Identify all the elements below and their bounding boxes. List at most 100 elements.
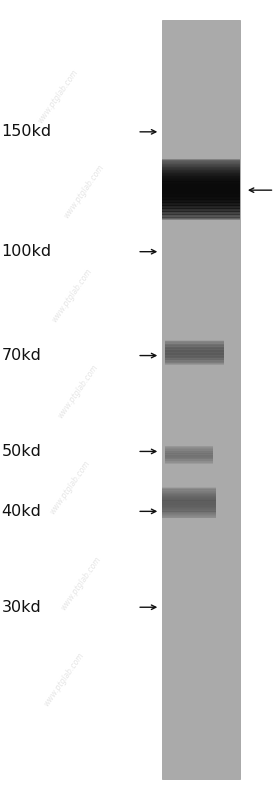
- Bar: [165, 458, 213, 459]
- Bar: [162, 188, 240, 189]
- Bar: [162, 509, 216, 510]
- Bar: [162, 183, 240, 185]
- Bar: [165, 462, 213, 463]
- Bar: [165, 461, 213, 462]
- Bar: [162, 165, 240, 167]
- Bar: [165, 451, 213, 452]
- Text: www.ptglab.com: www.ptglab.com: [36, 67, 80, 125]
- Bar: [165, 360, 224, 362]
- Bar: [165, 359, 224, 360]
- Bar: [165, 447, 213, 449]
- Bar: [162, 206, 240, 208]
- Bar: [162, 162, 240, 164]
- Bar: [165, 346, 224, 348]
- Bar: [165, 449, 213, 450]
- Bar: [162, 517, 216, 519]
- Bar: [165, 359, 224, 360]
- Bar: [165, 364, 224, 365]
- Text: 50kd: 50kd: [1, 444, 41, 459]
- Bar: [162, 174, 240, 176]
- Bar: [162, 207, 240, 209]
- Bar: [162, 165, 240, 166]
- Bar: [162, 213, 240, 214]
- Bar: [165, 446, 213, 447]
- Bar: [165, 342, 224, 344]
- Bar: [162, 516, 216, 517]
- Bar: [165, 341, 224, 343]
- Bar: [165, 452, 213, 453]
- Text: www.ptglab.com: www.ptglab.com: [48, 459, 92, 516]
- Bar: [162, 196, 240, 197]
- Bar: [162, 172, 240, 173]
- Bar: [165, 361, 224, 362]
- Bar: [162, 189, 240, 191]
- Bar: [165, 460, 213, 461]
- Bar: [165, 461, 213, 463]
- Bar: [165, 451, 213, 453]
- Bar: [162, 190, 240, 192]
- Bar: [162, 200, 240, 201]
- Bar: [165, 347, 224, 348]
- Bar: [165, 453, 213, 455]
- Bar: [165, 354, 224, 355]
- Bar: [162, 178, 240, 180]
- Bar: [162, 495, 216, 496]
- Bar: [162, 511, 216, 512]
- Bar: [162, 493, 216, 494]
- Bar: [165, 450, 213, 451]
- Bar: [165, 343, 224, 344]
- Bar: [162, 489, 216, 490]
- Bar: [162, 205, 240, 206]
- Text: www.ptglab.com: www.ptglab.com: [42, 650, 86, 708]
- Bar: [165, 450, 213, 451]
- Bar: [165, 453, 213, 454]
- Bar: [165, 360, 224, 361]
- Bar: [165, 355, 224, 356]
- Bar: [165, 453, 213, 454]
- Bar: [162, 197, 240, 198]
- Bar: [162, 512, 216, 513]
- Bar: [162, 488, 216, 489]
- Bar: [165, 447, 213, 448]
- Bar: [162, 496, 216, 497]
- Bar: [165, 454, 213, 455]
- Bar: [165, 460, 213, 461]
- Bar: [162, 191, 240, 193]
- Text: www.ptglab.com: www.ptglab.com: [50, 267, 94, 324]
- Bar: [162, 175, 240, 177]
- Bar: [162, 218, 240, 220]
- Bar: [162, 203, 240, 205]
- Bar: [165, 455, 213, 456]
- Bar: [162, 498, 216, 499]
- Bar: [165, 451, 213, 452]
- Bar: [162, 491, 216, 493]
- Bar: [162, 510, 216, 511]
- Bar: [162, 212, 240, 213]
- Bar: [162, 179, 240, 181]
- Bar: [162, 214, 240, 216]
- Bar: [162, 213, 240, 214]
- Bar: [165, 350, 224, 352]
- Bar: [162, 170, 240, 172]
- Bar: [162, 501, 216, 503]
- Bar: [165, 454, 213, 455]
- Bar: [165, 459, 213, 460]
- Bar: [165, 448, 213, 449]
- Text: www.ptglab.com: www.ptglab.com: [56, 363, 100, 420]
- Bar: [162, 495, 216, 497]
- Bar: [165, 359, 224, 360]
- Bar: [162, 501, 216, 502]
- Bar: [165, 347, 224, 348]
- Bar: [162, 506, 216, 507]
- Bar: [162, 491, 216, 492]
- Bar: [162, 504, 216, 505]
- Bar: [162, 491, 216, 492]
- Bar: [162, 199, 240, 201]
- Bar: [162, 180, 240, 181]
- Bar: [165, 348, 224, 349]
- Text: www.ptglab.com: www.ptglab.com: [62, 163, 106, 221]
- Text: 40kd: 40kd: [1, 504, 41, 519]
- Bar: [162, 204, 240, 205]
- Bar: [162, 173, 240, 174]
- Bar: [165, 363, 224, 364]
